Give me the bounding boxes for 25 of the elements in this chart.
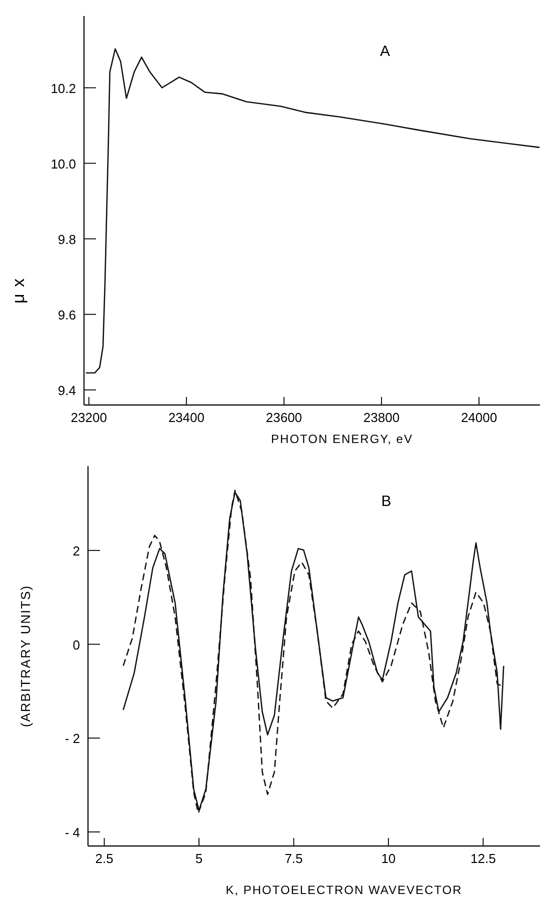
y-axis-title: (ARBITRARY UNITS) xyxy=(18,584,33,728)
x-tick-label: 23600 xyxy=(266,410,302,425)
y-tick-label: 2 xyxy=(72,543,80,558)
y-tick-label: 0 xyxy=(72,637,80,652)
y-tick-label: 9.8 xyxy=(58,232,76,247)
x-tick-label: 7.5 xyxy=(284,851,303,866)
x-tick-label: 23200 xyxy=(70,410,107,425)
y-axis-title: μ x xyxy=(9,277,28,304)
y-tick-label: 9.4 xyxy=(58,382,76,398)
x-tick-label: 23800 xyxy=(363,410,400,425)
x-tick-label: 10 xyxy=(381,851,396,866)
x-axis-title: PHOTON ENERGY, eV xyxy=(271,432,413,446)
x-tick-label: 12.5 xyxy=(470,851,496,866)
x-tick-label: 24000 xyxy=(460,410,498,425)
annotation: B xyxy=(381,493,392,510)
annotation: A xyxy=(380,43,390,60)
y-tick-label: - 4 xyxy=(64,824,80,840)
x-tick-label: 2.5 xyxy=(95,851,114,866)
x-tick-label: 23400 xyxy=(168,410,204,425)
y-tick-label: 10.0 xyxy=(50,156,76,172)
y-tick-label: - 2 xyxy=(64,731,80,746)
y-tick-label: 9.6 xyxy=(58,307,76,322)
x-tick-label: 5 xyxy=(195,851,203,866)
y-tick-label: 10.2 xyxy=(50,80,76,96)
x-axis-title: K, PHOTOELECTRON WAVEVECTOR xyxy=(226,883,462,897)
